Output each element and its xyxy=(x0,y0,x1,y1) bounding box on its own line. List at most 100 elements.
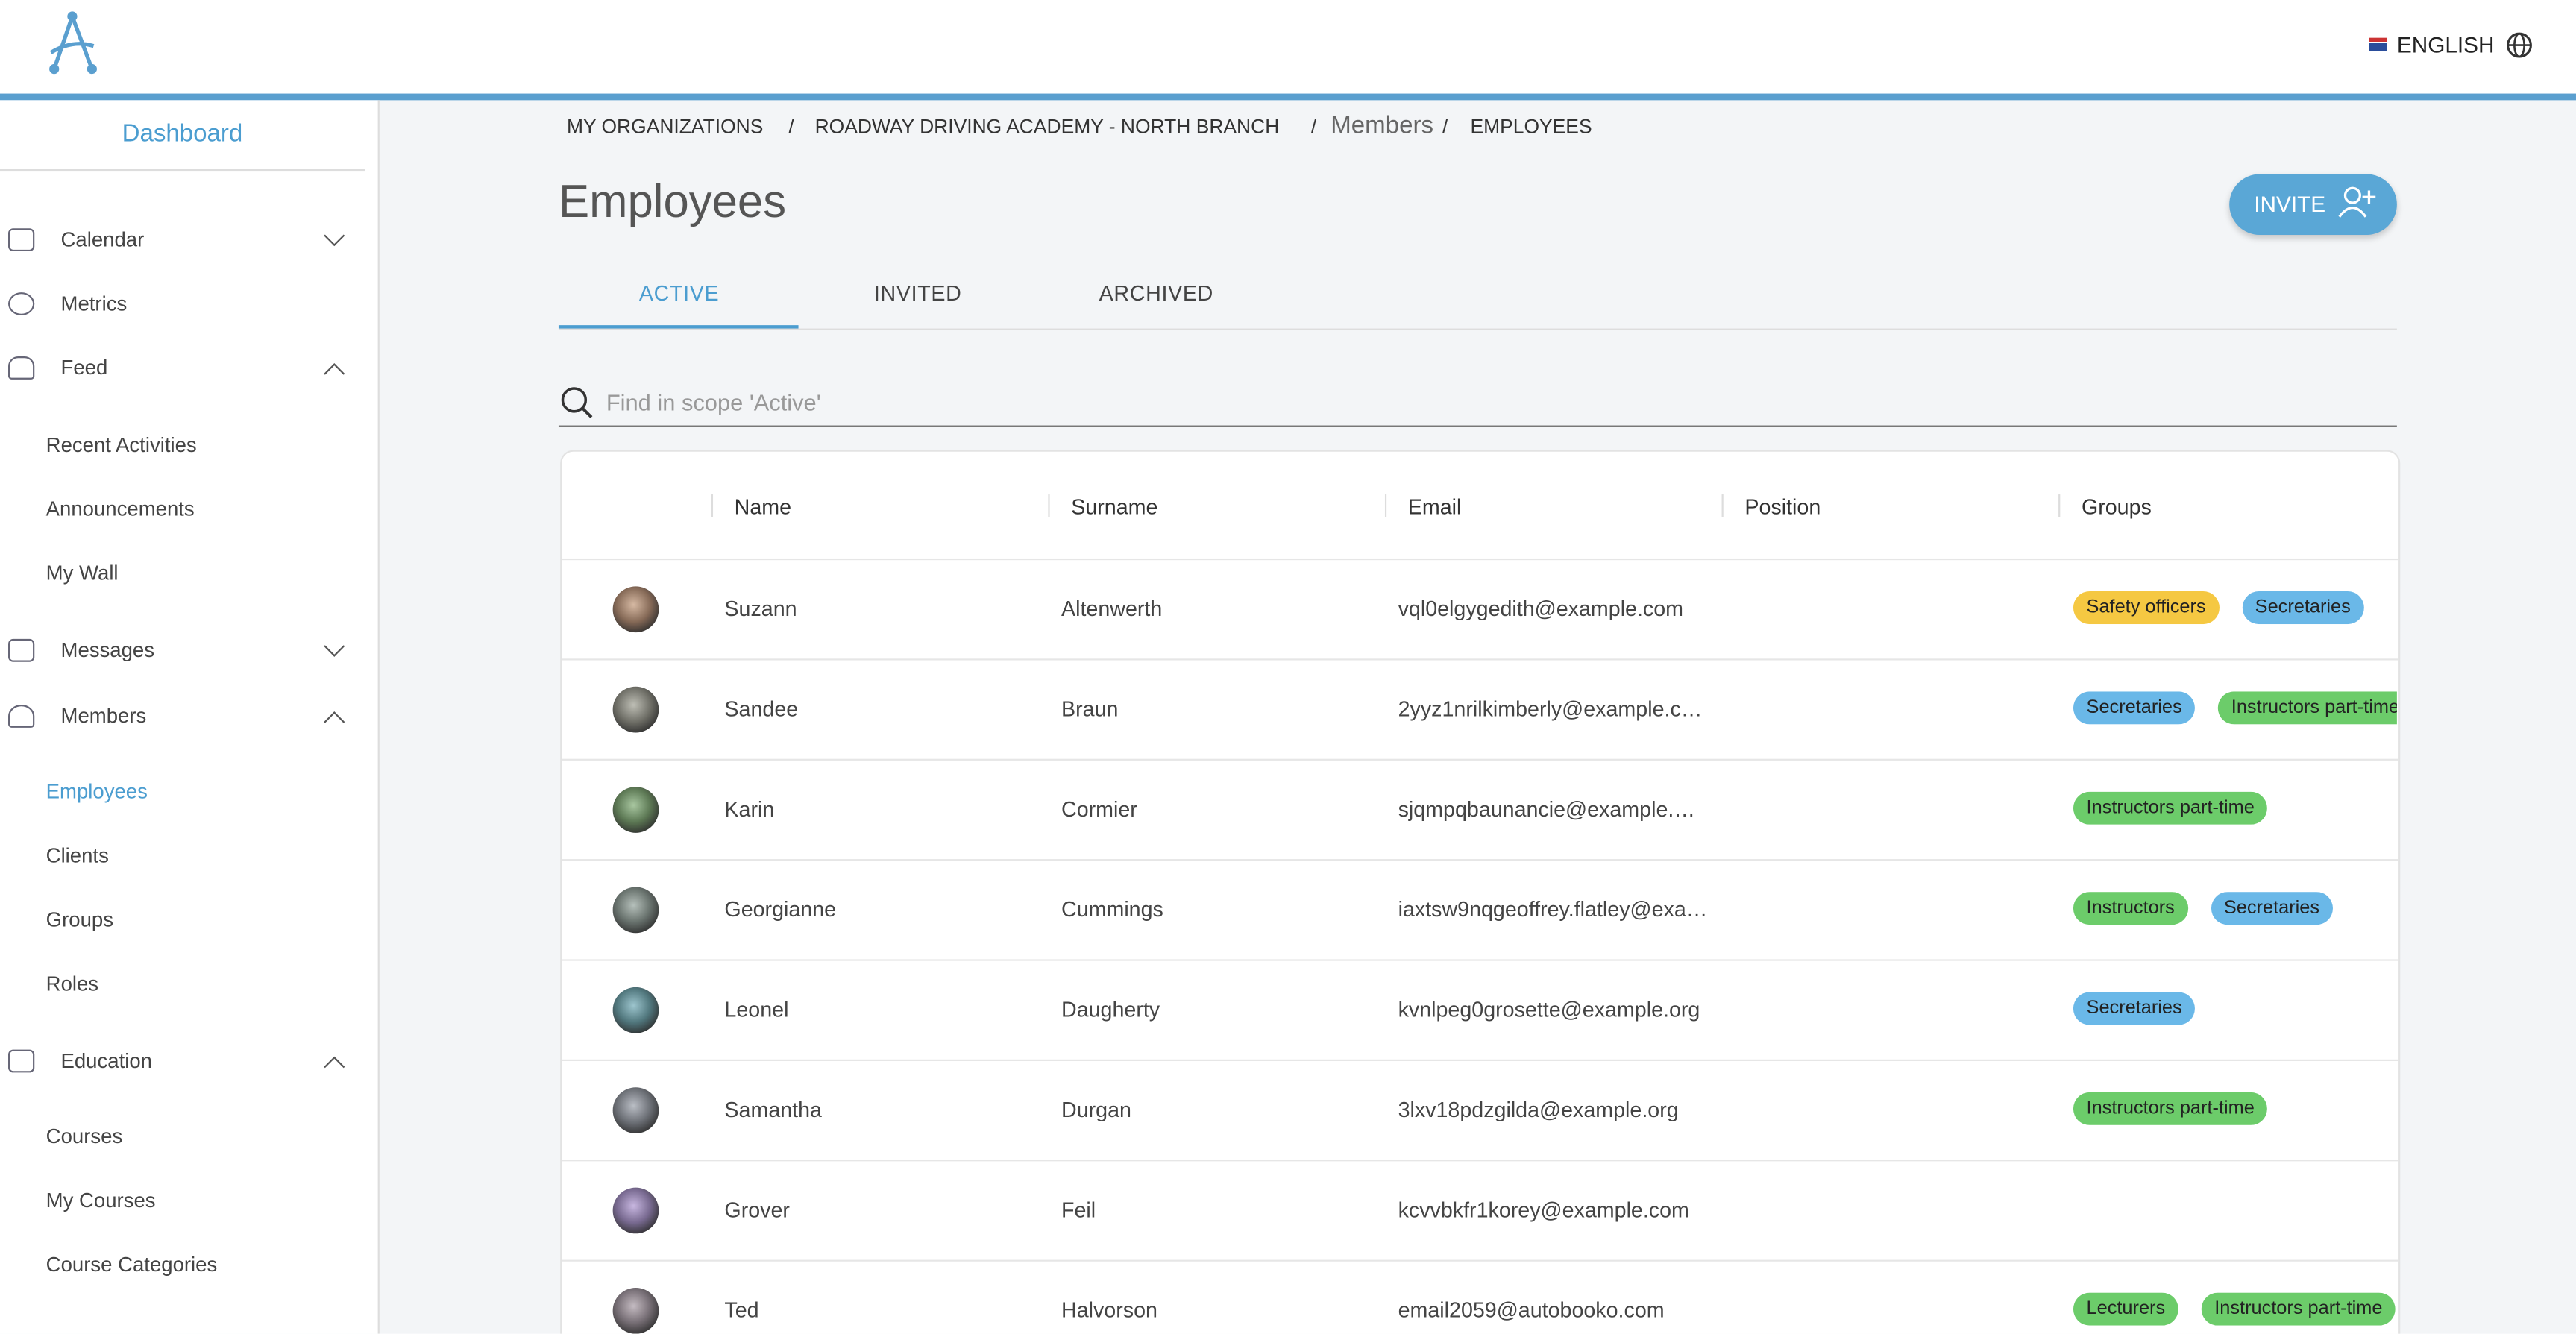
nav-item[interactable]: Metrics xyxy=(60,292,128,315)
surname-cell: Halvorson xyxy=(1061,1297,1157,1323)
groups-cell: Lecturers Instructors part-time xyxy=(2073,1292,2397,1326)
nav-item[interactable]: Roles xyxy=(45,972,99,995)
name-cell: Suzann xyxy=(724,596,797,621)
group-tag[interactable]: Secretaries xyxy=(2211,892,2333,925)
tabs-divider xyxy=(558,328,2397,330)
groups-cell: Instructors part-time xyxy=(2073,791,2397,825)
table-row[interactable]: Leonel Daugherty kvnlpeg0grosette@example.… xyxy=(562,959,2399,1059)
nav-item[interactable]: Feed xyxy=(60,356,108,380)
chevron[interactable] xyxy=(324,711,345,733)
search-input[interactable]: Find in scope 'Active' xyxy=(606,389,821,416)
groups-cell: Instructors Secretaries xyxy=(2073,892,2397,925)
dashboard-link[interactable]: Dashboard xyxy=(122,119,243,148)
breadcrumb[interactable]: Members xyxy=(1331,111,1433,140)
group-tag[interactable]: Secretaries xyxy=(2073,691,2196,725)
table-row[interactable]: Georgianne Cummings iaxtsw9nqgeoffrey.flat… xyxy=(562,859,2399,959)
groups-cell: Secretaries xyxy=(2073,992,2397,1025)
name-cell: Georgianne xyxy=(724,896,837,922)
breadcrumb-sep: / xyxy=(1310,115,1317,139)
column-header[interactable]: Position xyxy=(1721,494,1821,520)
icon xyxy=(8,292,35,315)
invite-label: INVITE xyxy=(2254,192,2326,217)
nav-item[interactable]: My Courses xyxy=(45,1189,156,1212)
table-row[interactable]: Karin Cormier sjqmpqbaunancie@example.… Ins… xyxy=(562,758,2399,859)
breadcrumb-sep: / xyxy=(1442,115,1448,139)
page-title: Employees xyxy=(558,175,787,227)
nav-item[interactable]: Groups xyxy=(45,908,113,931)
table-row[interactable]: Suzann Altenwerth vql0elgygedith@example.c… xyxy=(562,558,2399,658)
nav-item-active[interactable]: Employees xyxy=(45,780,148,804)
avatar xyxy=(612,1187,659,1234)
email-cell: 3lxv18pdzgilda@example.org xyxy=(1398,1097,1679,1122)
tab[interactable]: ARCHIVED xyxy=(1099,280,1213,306)
table-row[interactable]: Sandee Braun 2yyz1nrilkimberly@example.c… S… xyxy=(562,658,2399,758)
email-cell: 2yyz1nrilkimberly@example.c… xyxy=(1398,696,1703,722)
icon xyxy=(8,228,35,252)
icon xyxy=(8,356,35,380)
nav-item[interactable]: Education xyxy=(60,1049,152,1073)
email-cell: vql0elgygedith@example.com xyxy=(1398,596,1684,621)
breadcrumb[interactable]: ROADWAY DRIVING ACADEMY - NORTH BRANCH xyxy=(814,115,1280,139)
group-tag[interactable]: Instructors part-time xyxy=(2201,1292,2396,1326)
nav-item[interactable]: Announcements xyxy=(45,497,195,521)
avatar xyxy=(612,887,659,934)
surname-cell: Feil xyxy=(1061,1197,1096,1222)
tab[interactable]: INVITED xyxy=(873,280,962,306)
group-tag[interactable]: Secretaries xyxy=(2073,992,2196,1025)
invite-icon xyxy=(2338,186,2376,218)
group-tag[interactable]: Secretaries xyxy=(2242,591,2364,625)
name-cell: Ted xyxy=(724,1297,759,1323)
nav-item[interactable]: Members xyxy=(60,705,147,728)
sidebar: Dashboard Calendar Metrics Feed Recent A… xyxy=(0,100,380,1334)
group-tag[interactable]: Lecturers xyxy=(2073,1292,2178,1326)
groups-cell: Secretaries Instructors part-time xyxy=(2073,691,2397,725)
name-cell: Leonel xyxy=(724,997,789,1022)
avatar xyxy=(612,1087,659,1133)
table-row[interactable]: Grover Feil kcvvbkfr1korey@example.com xyxy=(562,1160,2399,1259)
group-tag[interactable]: Instructors part-time xyxy=(2218,691,2397,725)
search-underline xyxy=(558,425,2397,427)
chevron[interactable] xyxy=(324,635,345,657)
breadcrumb[interactable]: MY ORGANIZATIONS xyxy=(566,115,764,139)
top-bar: ENGLISH xyxy=(0,0,2576,101)
avatar xyxy=(612,586,659,633)
icon xyxy=(8,638,35,662)
nav-item[interactable]: Calendar xyxy=(60,228,145,252)
name-cell: Sandee xyxy=(724,696,799,722)
column-header[interactable]: Groups xyxy=(2058,494,2152,520)
table-row[interactable]: Ted Halvorson email2059@autobooko.com Lectu… xyxy=(562,1259,2399,1334)
avatar xyxy=(612,686,659,733)
group-tag[interactable]: Safety officers xyxy=(2073,591,2220,625)
tab-active[interactable]: ACTIVE xyxy=(638,280,720,306)
globe-icon[interactable] xyxy=(2505,31,2533,59)
search-icon xyxy=(561,387,593,418)
nav-item[interactable]: Recent Activities xyxy=(45,433,197,457)
email-cell: sjqmpqbaunancie@example.… xyxy=(1398,796,1695,822)
column-header[interactable]: Surname xyxy=(1048,494,1158,520)
group-tag[interactable]: Instructors xyxy=(2073,892,2188,925)
nav-item[interactable]: My Wall xyxy=(45,561,119,585)
surname-cell: Durgan xyxy=(1061,1097,1131,1122)
employees-table: Name Surname Email Position Groups Suzan… xyxy=(560,450,2401,1334)
chevron[interactable] xyxy=(324,1056,345,1077)
column-header[interactable]: Name xyxy=(711,494,792,520)
surname-cell: Cummings xyxy=(1061,896,1163,922)
flag xyxy=(2369,37,2387,51)
logo[interactable] xyxy=(43,10,101,75)
chevron[interactable] xyxy=(324,363,345,385)
group-tag[interactable]: Instructors part-time xyxy=(2073,791,2268,825)
column-header[interactable]: Email xyxy=(1385,494,1462,520)
email-cell: kvnlpeg0grosette@example.org xyxy=(1398,997,1700,1022)
nav-item[interactable]: Course Categories xyxy=(45,1253,218,1277)
email-cell: email2059@autobooko.com xyxy=(1398,1297,1665,1323)
nav-item[interactable]: Messages xyxy=(60,638,155,662)
table-row[interactable]: Samantha Durgan 3lxv18pdzgilda@example.org… xyxy=(562,1059,2399,1160)
groups-cell: Instructors part-time xyxy=(2073,1092,2397,1125)
nav-item[interactable]: Courses xyxy=(45,1124,123,1148)
chevron[interactable] xyxy=(324,225,345,247)
group-tag[interactable]: Instructors part-time xyxy=(2073,1092,2268,1125)
language[interactable]: ENGLISH xyxy=(2396,33,2495,58)
nav-item[interactable]: Clients xyxy=(45,844,109,868)
invite-button[interactable]: INVITE xyxy=(2229,174,2397,236)
